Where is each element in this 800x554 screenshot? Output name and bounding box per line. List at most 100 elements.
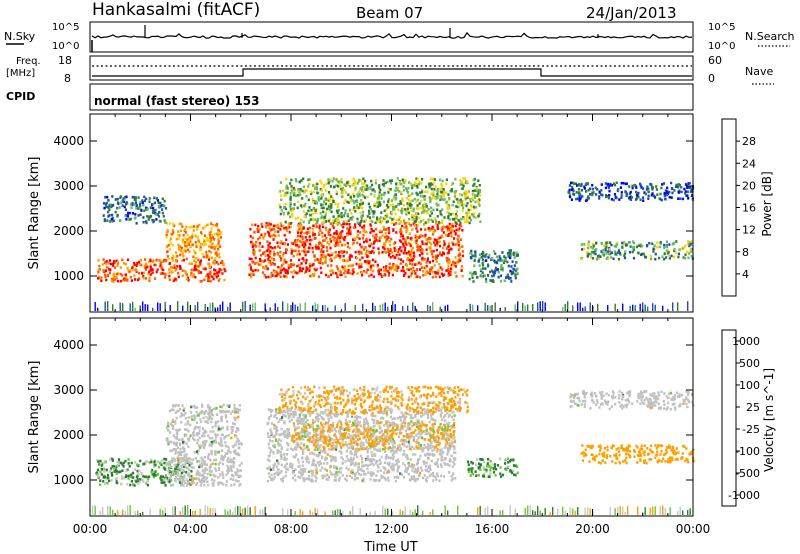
range-cell bbox=[196, 441, 199, 445]
range-cell bbox=[362, 195, 365, 198]
range-cell bbox=[404, 415, 408, 419]
range-cell bbox=[214, 441, 218, 444]
range-cell bbox=[447, 216, 450, 219]
range-cell bbox=[504, 256, 507, 260]
range-cell bbox=[473, 271, 476, 274]
range-cell bbox=[307, 457, 310, 461]
range-cell bbox=[684, 190, 687, 193]
range-cell bbox=[456, 242, 459, 246]
range-cell bbox=[423, 223, 426, 226]
colorbar-tick-label: 20 bbox=[742, 179, 756, 192]
range-cell bbox=[182, 258, 185, 262]
range-cell bbox=[513, 272, 516, 275]
range-cell bbox=[139, 213, 142, 216]
range-cell bbox=[170, 465, 173, 469]
range-cell bbox=[286, 271, 289, 275]
range-cell bbox=[194, 275, 197, 279]
range-cell bbox=[197, 258, 200, 262]
range-cell bbox=[380, 197, 383, 200]
range-cell bbox=[515, 253, 518, 257]
freq-trace bbox=[92, 68, 692, 77]
range-cell bbox=[344, 275, 347, 278]
noise-cell bbox=[407, 305, 409, 311]
range-cell bbox=[301, 249, 304, 253]
range-cell bbox=[457, 248, 460, 252]
range-cell bbox=[433, 178, 436, 181]
range-cell bbox=[203, 455, 206, 459]
range-cell bbox=[100, 464, 104, 467]
range-cell bbox=[417, 436, 420, 439]
range-cell bbox=[286, 269, 289, 272]
noise-cell bbox=[112, 304, 114, 311]
range-cell bbox=[489, 279, 492, 282]
range-cell bbox=[571, 181, 574, 185]
range-cell bbox=[432, 249, 435, 253]
range-cell bbox=[180, 222, 183, 226]
range-cell bbox=[310, 208, 313, 212]
range-cell bbox=[217, 233, 221, 236]
range-cell bbox=[482, 254, 485, 258]
range-cell bbox=[173, 441, 176, 444]
range-cell bbox=[284, 260, 287, 264]
range-cell bbox=[440, 268, 443, 271]
range-cell bbox=[428, 246, 431, 249]
nsearch-label: N.Search bbox=[745, 30, 795, 43]
range-cell bbox=[168, 248, 172, 251]
range-cell bbox=[99, 483, 102, 486]
range-cell bbox=[222, 476, 225, 480]
range-cell bbox=[677, 255, 680, 259]
range-cell bbox=[408, 439, 411, 442]
range-cell bbox=[184, 231, 187, 234]
range-cell bbox=[490, 279, 493, 283]
range-cell bbox=[202, 442, 205, 446]
noise-cell bbox=[327, 307, 329, 311]
range-cell bbox=[632, 240, 635, 243]
range-cell bbox=[642, 252, 645, 256]
range-cell bbox=[406, 236, 409, 239]
range-cell bbox=[402, 188, 406, 192]
range-cell bbox=[128, 211, 131, 215]
range-cell bbox=[340, 223, 343, 227]
range-cell bbox=[324, 451, 327, 454]
range-cell bbox=[344, 460, 347, 463]
range-cell bbox=[362, 479, 365, 483]
range-cell bbox=[276, 253, 280, 256]
range-cell bbox=[363, 182, 366, 185]
range-cell bbox=[199, 259, 202, 262]
range-cell bbox=[381, 219, 384, 223]
range-cell bbox=[401, 415, 404, 418]
noise-cell bbox=[97, 307, 99, 311]
range-cell bbox=[598, 197, 601, 200]
range-cell bbox=[124, 214, 127, 218]
range-cell bbox=[252, 244, 255, 248]
noise-cell bbox=[387, 306, 389, 311]
range-cell bbox=[332, 199, 335, 203]
range-cell bbox=[179, 245, 182, 248]
range-cell bbox=[344, 211, 347, 215]
range-cell bbox=[394, 446, 397, 449]
range-cell bbox=[334, 202, 337, 205]
range-cell bbox=[442, 251, 445, 254]
range-cell bbox=[290, 241, 293, 245]
range-cell bbox=[437, 428, 440, 432]
range-cell bbox=[285, 177, 288, 181]
range-cell bbox=[398, 216, 401, 219]
range-cell bbox=[417, 183, 420, 186]
range-cell bbox=[422, 476, 425, 480]
range-cell bbox=[369, 223, 372, 226]
range-cell bbox=[623, 256, 627, 260]
range-cell bbox=[146, 460, 149, 463]
range-cell bbox=[416, 204, 419, 207]
range-cell bbox=[314, 268, 317, 272]
range-cell bbox=[481, 261, 484, 265]
range-cell bbox=[125, 469, 128, 473]
range-cell bbox=[321, 203, 325, 207]
range-cell bbox=[165, 426, 169, 429]
range-cell bbox=[362, 227, 365, 230]
range-cell bbox=[107, 215, 110, 218]
range-cell bbox=[237, 474, 241, 478]
range-cell bbox=[178, 453, 181, 457]
range-cell bbox=[322, 210, 325, 214]
range-cell bbox=[131, 476, 134, 479]
